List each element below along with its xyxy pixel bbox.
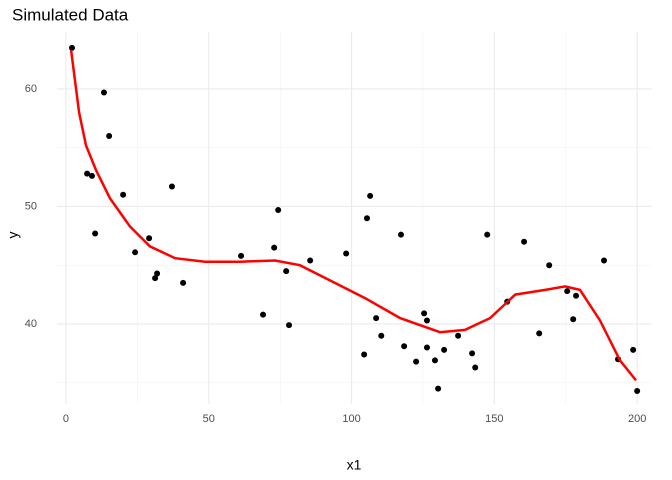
point: [152, 275, 159, 282]
point: [630, 346, 637, 353]
point: [367, 192, 374, 199]
x-tick-label: 0: [63, 413, 69, 425]
plot-area: [68, 44, 641, 394]
point: [120, 191, 127, 198]
point: [286, 322, 293, 329]
point: [106, 132, 113, 139]
point: [455, 332, 462, 339]
point: [435, 385, 442, 392]
point: [472, 364, 479, 371]
point: [361, 351, 368, 358]
x-tick-label: 150: [485, 413, 503, 425]
point: [68, 44, 75, 51]
point: [132, 249, 139, 256]
point: [431, 357, 438, 364]
x-tick-label: 50: [203, 413, 215, 425]
point: [168, 183, 175, 190]
point: [283, 268, 290, 275]
point: [536, 330, 543, 337]
smooth-line: [69, 50, 637, 382]
chart-title: Simulated Data: [12, 5, 129, 24]
point: [307, 257, 314, 264]
point: [413, 358, 420, 365]
point: [363, 215, 370, 222]
point: [275, 207, 282, 214]
x-axis-label: x1: [347, 457, 362, 473]
point: [397, 231, 404, 238]
point: [546, 262, 553, 269]
point: [154, 270, 161, 277]
point: [441, 346, 448, 353]
point: [271, 244, 278, 251]
point: [378, 332, 385, 339]
point: [521, 238, 528, 245]
point: [570, 316, 577, 323]
grid: [57, 32, 652, 404]
x-tick-label: 100: [342, 413, 360, 425]
y-tick-label: 40: [25, 318, 37, 330]
point: [373, 315, 380, 322]
point: [601, 257, 608, 264]
point: [260, 311, 267, 318]
point: [92, 230, 99, 237]
y-tick-label: 60: [25, 83, 37, 95]
point: [484, 231, 491, 238]
point: [573, 292, 580, 299]
point: [401, 343, 408, 350]
point: [84, 170, 91, 177]
point: [634, 387, 641, 394]
point: [421, 310, 428, 317]
point: [423, 344, 430, 351]
y-tick-label: 50: [25, 200, 37, 212]
x-tick-label: 200: [628, 413, 646, 425]
point: [88, 172, 95, 179]
point: [564, 288, 571, 295]
y-axis-label: y: [5, 232, 21, 239]
point: [423, 317, 430, 324]
point: [469, 350, 476, 357]
point: [238, 252, 245, 259]
point: [146, 235, 153, 242]
point: [180, 279, 187, 286]
point: [100, 89, 107, 96]
point: [343, 250, 350, 257]
